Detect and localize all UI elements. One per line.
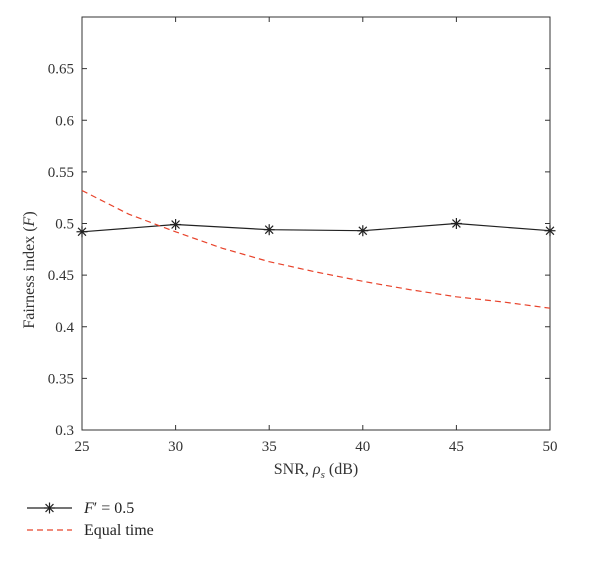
data-point bbox=[450, 218, 462, 229]
data-point bbox=[544, 225, 556, 237]
x-tick-label: 30 bbox=[168, 439, 183, 455]
x-axis-label: SNR, ρs (dB) bbox=[274, 461, 358, 481]
y-tick-label: 0.35 bbox=[48, 371, 74, 387]
data-point bbox=[76, 226, 88, 238]
plot-frame bbox=[81, 16, 551, 431]
y-tick-label: 0.3 bbox=[55, 423, 74, 439]
legend-marker bbox=[44, 502, 55, 514]
y-tick-label: 0.5 bbox=[55, 217, 74, 233]
data-point bbox=[263, 224, 275, 236]
y-tick-label: 0.55 bbox=[48, 165, 74, 181]
y-tick-label: 0.65 bbox=[48, 62, 74, 78]
legend-label-1: Equal time bbox=[84, 522, 154, 539]
series-line-1 bbox=[81, 189, 551, 309]
x-tick-label: 25 bbox=[75, 439, 90, 455]
legend-label-0: F′ = 0.5 bbox=[83, 500, 134, 517]
y-tick-label: 0.45 bbox=[48, 268, 74, 284]
data-point bbox=[357, 225, 369, 237]
y-tick-label: 0.6 bbox=[55, 113, 74, 129]
x-tick-label: 35 bbox=[262, 439, 277, 455]
y-tick-label: 0.4 bbox=[55, 320, 74, 336]
x-tick-label: 50 bbox=[543, 439, 558, 455]
series-line-0 bbox=[81, 222, 551, 233]
x-tick-label: 40 bbox=[355, 439, 370, 455]
y-axis-label: Fairness index (F) bbox=[21, 211, 38, 328]
x-tick-label: 45 bbox=[449, 439, 464, 455]
data-point bbox=[170, 219, 182, 231]
